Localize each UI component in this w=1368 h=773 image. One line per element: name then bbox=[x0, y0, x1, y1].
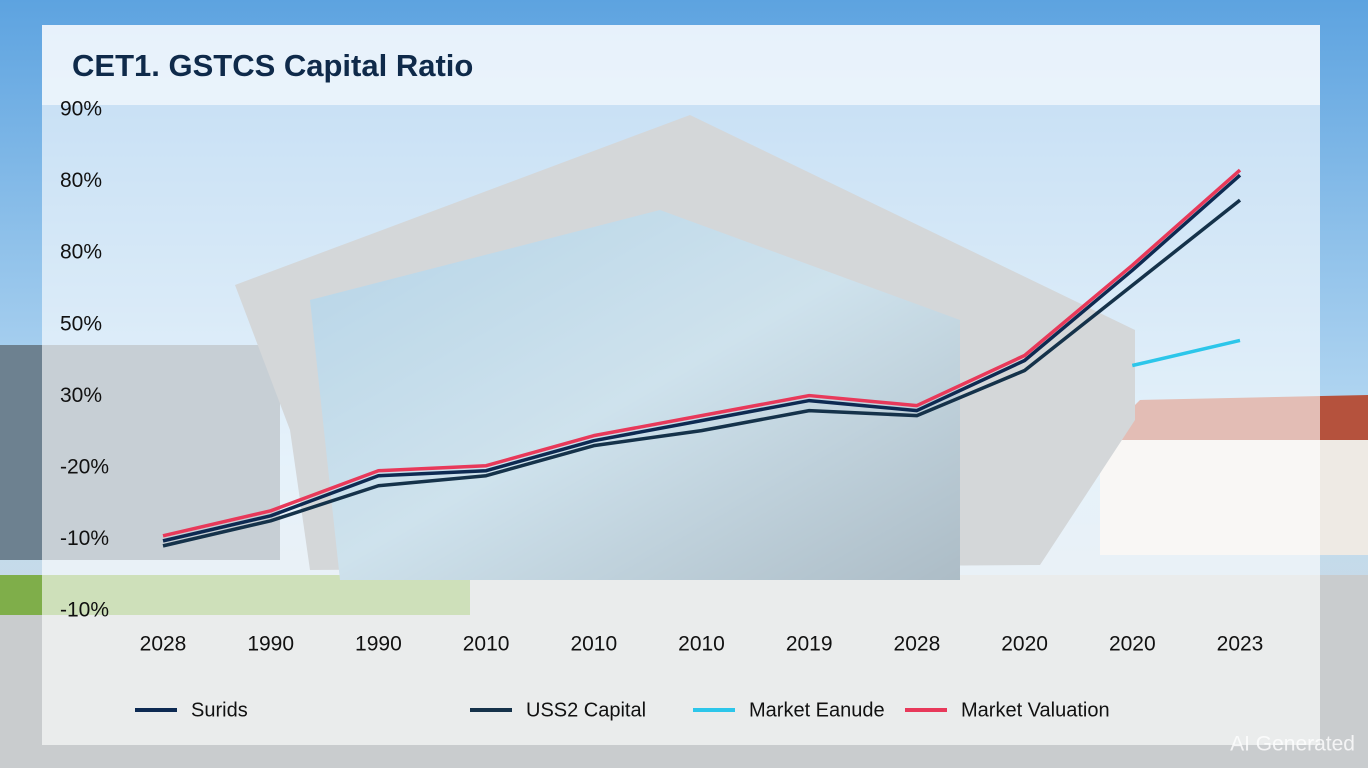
x-tick-label: 2028 bbox=[140, 633, 187, 656]
legend-label: Market Valuation bbox=[961, 699, 1110, 721]
legend-label: Market Eanude bbox=[749, 699, 885, 721]
x-tick-label: 1990 bbox=[247, 633, 294, 656]
y-tick-label: 90% bbox=[60, 98, 102, 121]
legend-label: USS2 Capital bbox=[526, 699, 646, 721]
x-tick-label: 1990 bbox=[355, 633, 402, 656]
series-line bbox=[162, 173, 1242, 543]
y-tick-label: -20% bbox=[60, 455, 109, 478]
x-tick-label: 2010 bbox=[570, 633, 617, 656]
chart-title: CET1. GSTCS Capital Ratio bbox=[72, 48, 473, 83]
series-line bbox=[162, 168, 1242, 538]
y-tick-label: -10% bbox=[60, 527, 109, 550]
y-tick-label: 50% bbox=[60, 312, 102, 335]
legend-label: Surids bbox=[191, 699, 248, 721]
y-tick-label: -10% bbox=[60, 599, 109, 622]
header bbox=[42, 25, 1320, 105]
series-line bbox=[162, 198, 1242, 548]
x-tick-label: 2019 bbox=[786, 633, 833, 656]
y-tick-label: 80% bbox=[60, 241, 102, 264]
panel bbox=[42, 25, 1320, 745]
series-line bbox=[1131, 338, 1241, 368]
watermark: AI Generated bbox=[1230, 733, 1355, 756]
x-tick-label: 2010 bbox=[678, 633, 725, 656]
x-tick-label: 2020 bbox=[1109, 633, 1156, 656]
x-tick-label: 2023 bbox=[1217, 633, 1264, 656]
y-tick-label: 80% bbox=[60, 169, 102, 192]
y-tick-label: 30% bbox=[60, 384, 102, 407]
x-tick-label: 2020 bbox=[1001, 633, 1048, 656]
x-tick-label: 2028 bbox=[894, 633, 941, 656]
x-tick-label: 2010 bbox=[463, 633, 510, 656]
